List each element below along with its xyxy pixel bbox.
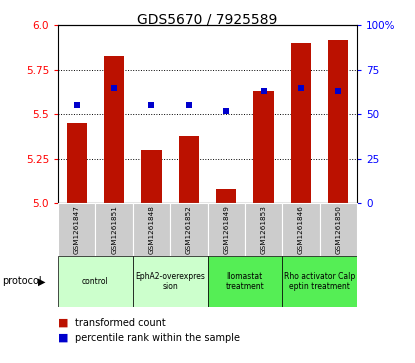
Text: GSM1261846: GSM1261846 — [298, 205, 304, 254]
Point — [73, 102, 80, 108]
Bar — [104, 56, 124, 203]
Text: ■: ■ — [58, 318, 68, 328]
Bar — [282, 203, 320, 256]
Bar — [245, 203, 282, 256]
Point — [148, 102, 155, 108]
Bar — [208, 256, 282, 307]
Text: percentile rank within the sample: percentile rank within the sample — [75, 333, 240, 343]
Bar — [58, 256, 133, 307]
Bar — [320, 203, 357, 256]
Bar — [66, 123, 87, 203]
Text: EphA2-overexpres
sion: EphA2-overexpres sion — [135, 272, 205, 291]
Text: ■: ■ — [58, 333, 68, 343]
Text: ▶: ▶ — [38, 276, 46, 286]
Text: GSM1261849: GSM1261849 — [223, 205, 229, 254]
Bar — [328, 40, 349, 203]
Point — [298, 85, 304, 90]
Bar — [208, 203, 245, 256]
Text: GSM1261847: GSM1261847 — [74, 205, 80, 254]
Point — [111, 85, 117, 90]
Bar — [253, 91, 274, 203]
Text: protocol: protocol — [2, 276, 42, 286]
Text: GSM1261852: GSM1261852 — [186, 205, 192, 254]
Bar — [95, 203, 133, 256]
Text: control: control — [82, 277, 109, 286]
Bar — [282, 256, 357, 307]
Bar — [170, 203, 208, 256]
Point — [335, 88, 342, 94]
Point — [223, 108, 229, 114]
Bar — [141, 150, 162, 203]
Text: transformed count: transformed count — [75, 318, 166, 328]
Text: GSM1261853: GSM1261853 — [261, 205, 266, 254]
Text: Ilomastat
treatment: Ilomastat treatment — [225, 272, 264, 291]
Bar — [133, 256, 208, 307]
Bar — [178, 136, 199, 203]
Bar — [133, 203, 170, 256]
Bar — [216, 189, 237, 203]
Text: Rho activator Calp
eptin treatment: Rho activator Calp eptin treatment — [284, 272, 355, 291]
Point — [186, 102, 192, 108]
Point — [260, 88, 267, 94]
Bar — [290, 43, 311, 203]
Text: GDS5670 / 7925589: GDS5670 / 7925589 — [137, 13, 278, 27]
Text: GSM1261848: GSM1261848 — [149, 205, 154, 254]
Text: GSM1261850: GSM1261850 — [335, 205, 341, 254]
Text: GSM1261851: GSM1261851 — [111, 205, 117, 254]
Bar — [58, 203, 95, 256]
